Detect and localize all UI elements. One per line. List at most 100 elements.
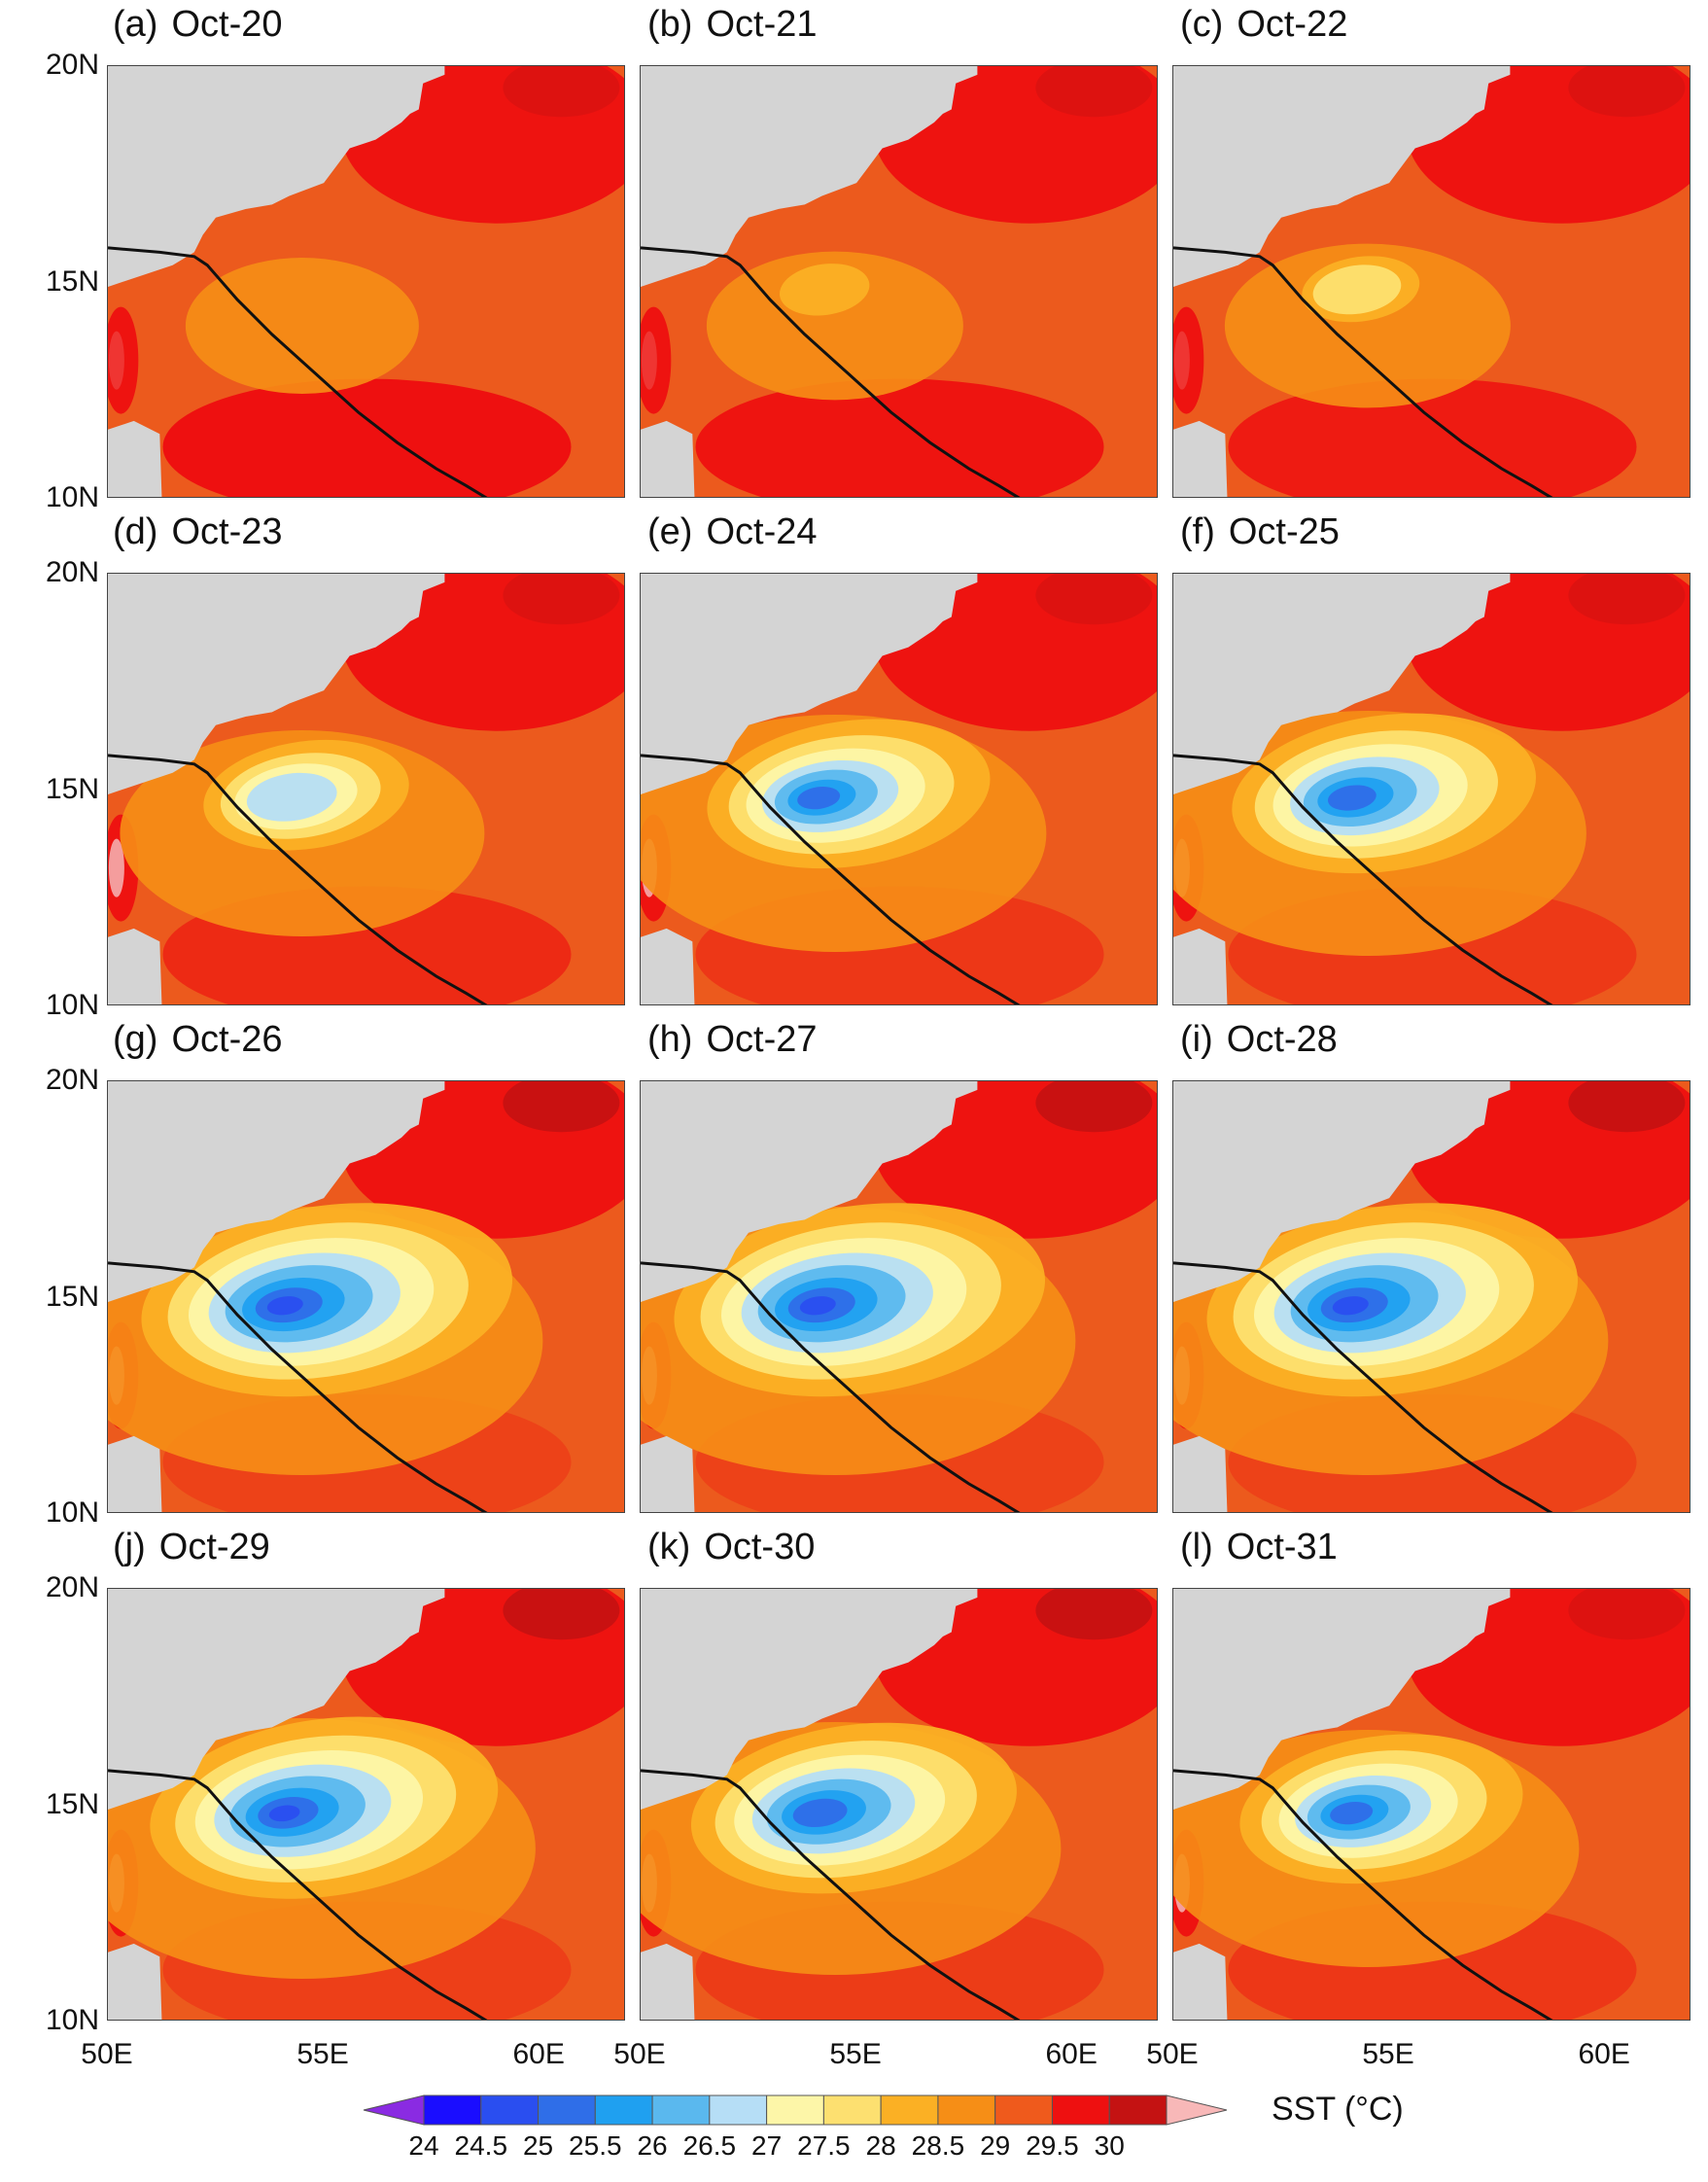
sst-field — [641, 574, 1157, 1004]
sst-map-panel — [107, 1080, 625, 1513]
lon-tick-label: 50E — [1146, 2038, 1199, 2070]
lon-tick-label: 55E — [296, 2038, 349, 2070]
lon-tick-label: 60E — [512, 2038, 565, 2070]
panel-date: Oct-28 — [1226, 1019, 1338, 1060]
panel-letter: (i) — [1180, 1019, 1213, 1060]
sst-map-panel — [640, 65, 1158, 498]
lat-tick-label: 15N — [45, 772, 99, 805]
colorbar-swatch — [594, 2094, 653, 2126]
colorbar-level-label: 26.5 — [682, 2130, 737, 2161]
lat-tick-label: 10N — [45, 989, 99, 1021]
colorbar-swatch — [822, 2094, 882, 2126]
colorbar-level-label: 24.5 — [454, 2130, 508, 2161]
lon-tick-label: 60E — [1045, 2038, 1098, 2070]
colorbar-swatch — [766, 2094, 824, 2126]
panel-letter: (l) — [1180, 1527, 1213, 1567]
colorbar-swatch — [1051, 2094, 1110, 2126]
lat-tick-label: 10N — [45, 2004, 99, 2036]
sst-field — [108, 574, 624, 1004]
sst-map-panel — [1172, 573, 1691, 1005]
lat-tick-label: 15N — [45, 264, 99, 298]
colorbar-level-label: 27.5 — [797, 2130, 851, 2161]
lat-tick-label: 20N — [45, 1064, 99, 1096]
colorbar-level-label: 27 — [751, 2130, 783, 2161]
lat-tick-label: 20N — [45, 556, 99, 588]
colorbar-level-label: 29.5 — [1026, 2130, 1079, 2161]
sst-field — [1173, 1589, 1690, 2020]
lat-tick-label: 15N — [45, 1280, 99, 1313]
panel-date: Oct-30 — [704, 1527, 816, 1567]
panel-date: Oct-22 — [1237, 4, 1348, 45]
colorbar-level-label: 28.5 — [911, 2130, 965, 2161]
panel-date: Oct-23 — [171, 511, 283, 552]
panel-title: (c) Oct-22 — [1180, 4, 1347, 46]
sst-field — [108, 1589, 624, 2020]
panel-date: Oct-20 — [171, 4, 283, 45]
panel-date: Oct-25 — [1228, 511, 1340, 552]
panel-letter: (e) — [647, 511, 693, 552]
colorbar-level-label: 24 — [408, 2130, 439, 2161]
sst-field — [108, 66, 624, 497]
panel-title: (a) Oct-20 — [113, 4, 283, 46]
panel-title: (b) Oct-21 — [647, 4, 818, 46]
colorbar-swatch — [480, 2094, 540, 2126]
colorbar-level-label: 25.5 — [569, 2130, 622, 2161]
sst-map-panel — [1172, 1080, 1691, 1513]
lon-tick-label: 55E — [829, 2038, 882, 2070]
sst-map-panel — [1172, 65, 1691, 498]
panel-letter: (a) — [113, 4, 158, 45]
panel-title: (l) Oct-31 — [1180, 1527, 1338, 1568]
colorbar-level-label: 26 — [637, 2130, 668, 2161]
panel-date: Oct-29 — [158, 1527, 270, 1567]
colorbar-swatch — [1108, 2094, 1168, 2126]
panel-letter: (j) — [113, 1527, 146, 1567]
lat-tick-label: 10N — [45, 1496, 99, 1529]
lon-tick-label: 55E — [1362, 2038, 1414, 2070]
lat-tick-label: 20N — [45, 49, 99, 81]
sst-field — [108, 1081, 624, 1512]
panel-letter: (b) — [647, 4, 693, 45]
panel-title: (h) Oct-27 — [647, 1019, 818, 1061]
sst-field — [1173, 1081, 1690, 1512]
sst-map-panel — [640, 573, 1158, 1005]
panel-title: (i) Oct-28 — [1180, 1019, 1338, 1061]
colorbar-level-label: 29 — [980, 2130, 1011, 2161]
colorbar-level-label: 30 — [1094, 2130, 1125, 2161]
colorbar-swatch — [538, 2094, 596, 2126]
panel-title: (k) Oct-30 — [647, 1527, 815, 1568]
sst-map-panel — [107, 1588, 625, 2021]
sst-field — [1173, 66, 1690, 497]
sst-field — [641, 1589, 1157, 2020]
lon-tick-label: 50E — [81, 2038, 133, 2070]
panel-title: (g) Oct-26 — [113, 1019, 283, 1061]
colorbar-title: SST (°C) — [1272, 2091, 1404, 2128]
sst-map-panel — [107, 65, 625, 498]
sst-map-panel — [107, 573, 625, 1005]
panel-letter: (d) — [113, 511, 158, 552]
sst-field — [1173, 574, 1690, 1004]
lat-tick-label: 15N — [45, 1787, 99, 1820]
colorbar-extend-high — [1166, 2094, 1228, 2126]
panel-date: Oct-27 — [706, 1019, 818, 1060]
colorbar-swatch — [937, 2094, 996, 2126]
lon-tick-label: 50E — [613, 2038, 666, 2070]
sst-field — [641, 66, 1157, 497]
panel-title: (f) Oct-25 — [1180, 511, 1340, 553]
panel-letter: (h) — [647, 1019, 693, 1060]
colorbar-level-label: 28 — [865, 2130, 896, 2161]
panel-letter: (g) — [113, 1019, 158, 1060]
panel-letter: (c) — [1180, 4, 1224, 45]
sst-map-panel — [640, 1588, 1158, 2021]
panel-letter: (f) — [1180, 511, 1215, 552]
panel-date: Oct-31 — [1226, 1527, 1338, 1567]
lat-tick-label: 20N — [45, 1571, 99, 1603]
sst-field — [641, 1081, 1157, 1512]
panel-title: (j) Oct-29 — [113, 1527, 270, 1568]
colorbar-swatch — [880, 2094, 939, 2126]
panel-title: (e) Oct-24 — [647, 511, 818, 553]
colorbar-swatch — [709, 2094, 768, 2126]
sst-map-panel — [1172, 1588, 1691, 2021]
panel-date: Oct-26 — [171, 1019, 283, 1060]
sst-map-panel — [640, 1080, 1158, 1513]
